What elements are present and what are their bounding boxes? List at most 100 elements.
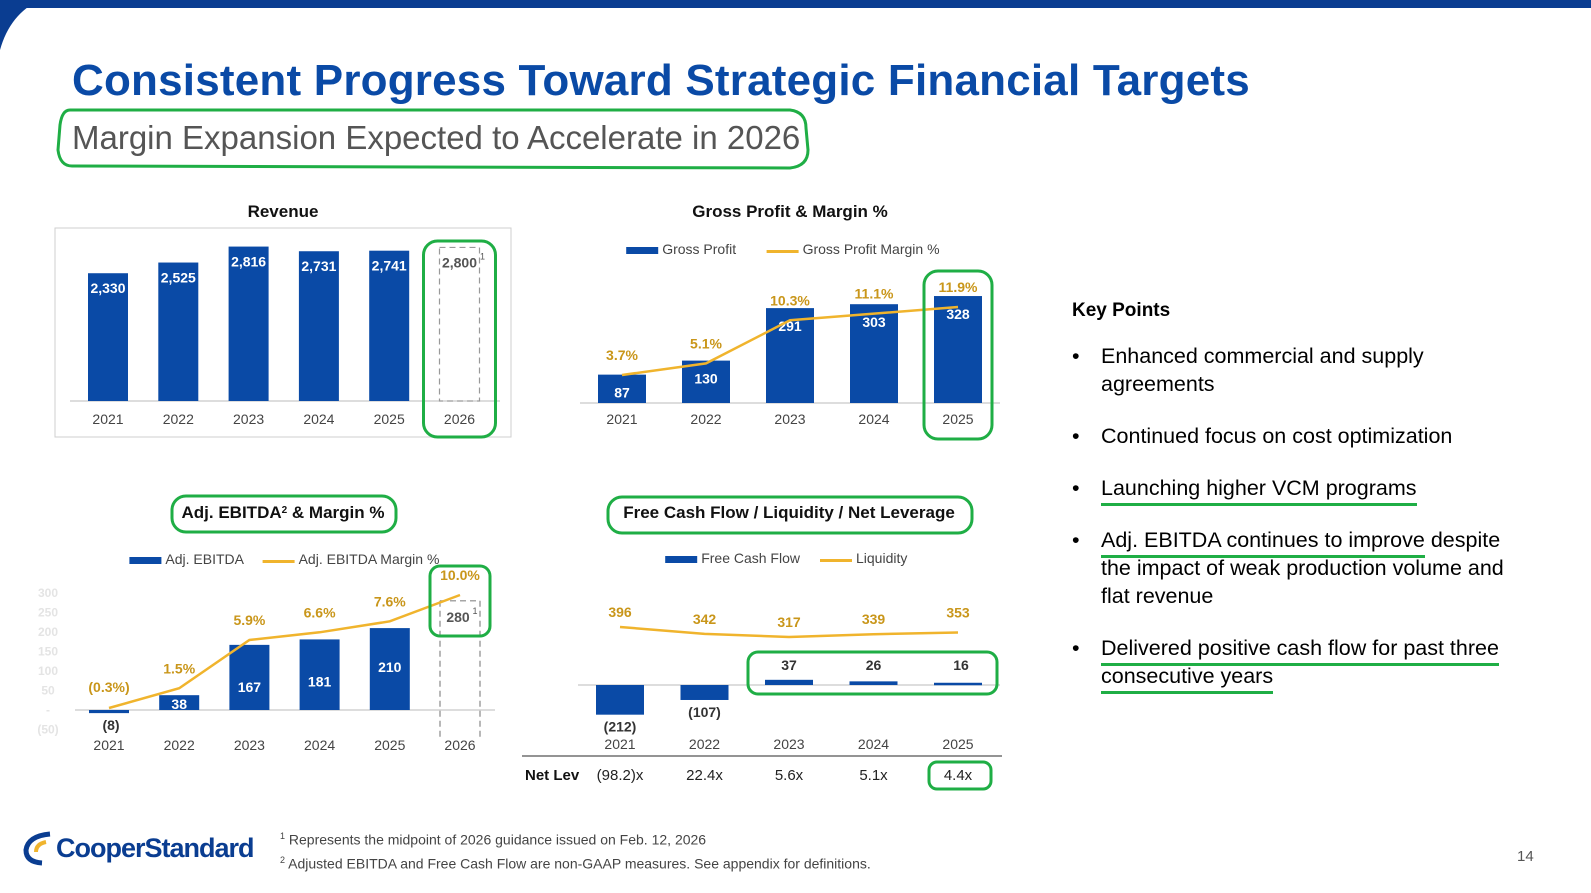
data-label: 280 bbox=[446, 609, 470, 625]
tick-label: 2025 bbox=[942, 736, 973, 752]
highlight-title bbox=[606, 495, 974, 535]
data-label: 210 bbox=[378, 659, 402, 675]
data-label: 2,800 bbox=[442, 254, 477, 270]
tick-label: 2022 bbox=[690, 411, 721, 427]
adj-ebitda-chart: Adj. EBITDA2 & Margin % Adj. EBITDA Adj. E… bbox=[30, 490, 520, 770]
logo-text: CooperStandard bbox=[56, 832, 255, 863]
data-label: 2,816 bbox=[231, 254, 266, 270]
line-label: 5.9% bbox=[233, 612, 265, 628]
highlight-2025 bbox=[922, 269, 994, 441]
tick-label: 2024 bbox=[858, 411, 889, 427]
data-label: (212) bbox=[604, 719, 637, 735]
data-label: 2,741 bbox=[372, 258, 407, 274]
legend-line-swatch bbox=[820, 559, 852, 562]
bar bbox=[369, 628, 410, 710]
data-label: 37 bbox=[781, 657, 797, 673]
highlight-positive-fcf bbox=[746, 650, 999, 696]
tick-label: 2021 bbox=[93, 737, 124, 753]
gross-profit-chart: Gross Profit & Margin % Gross Profit Gross… bbox=[560, 195, 1020, 455]
tick-label: 2023 bbox=[773, 736, 804, 752]
liquidity-line bbox=[619, 625, 959, 639]
legend-label: Gross Profit bbox=[662, 241, 736, 257]
tick-label: 2021 bbox=[604, 736, 635, 752]
data-label: 2,525 bbox=[161, 270, 196, 286]
y-tick-label: - bbox=[46, 703, 50, 717]
bar bbox=[369, 250, 410, 401]
data-label: 87 bbox=[614, 385, 630, 401]
line-label: 10.3% bbox=[770, 292, 810, 308]
net-lev-value: 5.1x bbox=[859, 767, 888, 784]
tick-label: 2022 bbox=[164, 737, 195, 753]
fcf-chart: Free Cash Flow / Liquidity / Net Leverag… bbox=[520, 490, 1020, 800]
legend-bar-swatch bbox=[129, 557, 162, 564]
footnote-1: 1 Represents the midpoint of 2026 guidan… bbox=[280, 831, 707, 848]
line-label: 10.0% bbox=[440, 567, 480, 583]
data-label: 2,330 bbox=[90, 280, 125, 296]
key-point: Launching higher VCM programs bbox=[1072, 474, 1532, 506]
legend-label: Free Cash Flow bbox=[701, 550, 801, 566]
bar bbox=[849, 681, 898, 685]
key-points-list: Enhanced commercial and supply agreement… bbox=[1072, 342, 1532, 714]
legend-line-swatch bbox=[766, 250, 799, 253]
data-label: 2,731 bbox=[301, 258, 336, 274]
bar bbox=[850, 304, 898, 403]
highlight-title bbox=[170, 494, 398, 534]
bar bbox=[682, 360, 730, 403]
revenue-chart: Revenue 2,330 2021 2,525 2022 2,816 2023 2,731 2… bbox=[40, 195, 540, 455]
legend-bar-swatch bbox=[626, 247, 659, 254]
key-point: Adj. EBITDA continues to improve despite… bbox=[1072, 526, 1532, 610]
line-label: 1.5% bbox=[163, 660, 195, 676]
net-lev-value: (98.2)x bbox=[597, 767, 644, 784]
legend-line-swatch bbox=[262, 560, 295, 563]
bar bbox=[88, 273, 128, 401]
page-title: Consistent Progress Toward Strategic Fin… bbox=[72, 56, 1250, 105]
key-point: Enhanced commercial and supply agreement… bbox=[1072, 342, 1532, 398]
legend-label: Gross Profit Margin % bbox=[803, 241, 940, 257]
bar bbox=[89, 710, 129, 714]
key-points-title: Key Points bbox=[1072, 300, 1171, 321]
line-label: 6.6% bbox=[304, 604, 336, 620]
legend-label: Adj. EBITDA Margin % bbox=[299, 551, 440, 567]
cooper-standard-logo: CooperStandard bbox=[20, 830, 255, 866]
data-label: 16 bbox=[953, 657, 969, 673]
logo-mark-icon bbox=[23, 831, 51, 866]
line-label: 353 bbox=[946, 604, 970, 620]
bar bbox=[229, 644, 270, 710]
corner-swoosh bbox=[0, 0, 40, 50]
tick-label: 2023 bbox=[234, 737, 265, 753]
bar bbox=[766, 308, 814, 403]
bar bbox=[438, 246, 481, 402]
y-tick-label: 150 bbox=[38, 645, 58, 659]
line-label: 339 bbox=[862, 611, 886, 627]
data-label-footnote: 1 bbox=[480, 251, 485, 261]
page-subtitle: Margin Expansion Expected to Accelerate … bbox=[72, 119, 801, 156]
line-label: 5.1% bbox=[690, 335, 722, 351]
line-label: 3.7% bbox=[606, 347, 638, 363]
bar bbox=[765, 679, 813, 685]
y-tick-label: (50) bbox=[37, 723, 58, 737]
y-tick-label: 250 bbox=[38, 606, 58, 620]
data-label: 167 bbox=[238, 679, 262, 695]
y-tick-label: 200 bbox=[38, 625, 58, 639]
tick-label: 2021 bbox=[606, 411, 637, 427]
y-tick-label: 50 bbox=[41, 684, 55, 698]
tick-label: 2021 bbox=[92, 411, 123, 427]
bar bbox=[680, 685, 729, 700]
tick-label: 2024 bbox=[858, 736, 889, 752]
highlight-2026 bbox=[428, 564, 492, 638]
chart-title: Adj. EBITDA2 & Margin % bbox=[182, 503, 385, 522]
legend-label: Liquidity bbox=[856, 550, 907, 566]
tick-label: 2022 bbox=[163, 411, 194, 427]
tick-label: 2025 bbox=[374, 411, 405, 427]
chart-title: Revenue bbox=[248, 202, 319, 221]
bar bbox=[934, 296, 982, 403]
line-label: 7.6% bbox=[374, 593, 406, 609]
tick-label: 2025 bbox=[942, 411, 973, 427]
bar bbox=[228, 246, 269, 401]
chart-title: Free Cash Flow / Liquidity / Net Leverag… bbox=[623, 503, 955, 522]
data-label: 130 bbox=[694, 371, 718, 387]
bar bbox=[158, 262, 199, 401]
data-label: 38 bbox=[171, 696, 187, 712]
tick-label: 2025 bbox=[374, 737, 405, 753]
